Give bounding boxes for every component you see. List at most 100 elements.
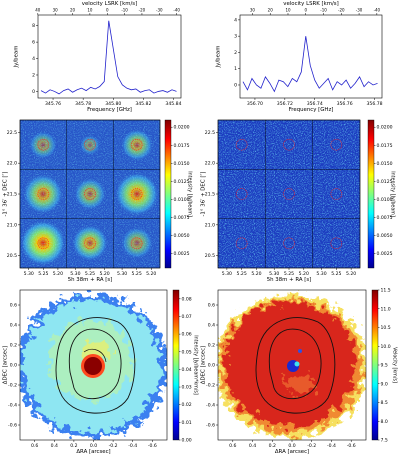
colorbar-tick-label: 0.0200 <box>377 125 393 131</box>
y-tick-label: 22.0 <box>205 161 215 167</box>
aperture <box>330 188 343 200</box>
x-axis-label: 5h 38m + RA [s] <box>68 277 113 283</box>
aperture <box>130 237 143 250</box>
contour <box>55 317 136 414</box>
x-tick-label: -0.4 <box>327 443 336 449</box>
colorbar-tick-label: 0.06 <box>182 332 192 338</box>
x-tick-label: 0.2 <box>269 443 276 449</box>
x-tick-label: 0.6 <box>31 443 38 449</box>
y-tick-label: 0.6 <box>208 303 215 309</box>
x-tick-label: 5.30 <box>70 271 80 277</box>
x-tick-label: 356.76 <box>337 101 353 107</box>
colorbar-tick-label: 0.00 <box>182 438 192 444</box>
x-tick-label: -0.2 <box>109 443 118 449</box>
y-tick-label: 0 <box>234 82 237 88</box>
y-axis-label: Jy/beam <box>216 46 222 69</box>
colorbar <box>367 119 375 269</box>
y-tick-label: 22.5 <box>7 130 17 136</box>
x2-tick-label: 30 <box>53 8 59 13</box>
axes-frame <box>239 14 383 99</box>
y-tick-label: 0.6 <box>10 303 17 309</box>
y-tick-label: 20.5 <box>7 253 17 259</box>
core-spot <box>294 361 300 367</box>
y-tick-label: 0.0 <box>10 363 17 369</box>
x-tick-label: 0.0 <box>288 443 295 449</box>
map-patch <box>284 374 316 394</box>
x2-tick-label: 20 <box>268 8 274 13</box>
colorbar <box>164 119 172 269</box>
aperture <box>130 188 143 200</box>
x-tick-label: 5.20 <box>346 271 356 277</box>
y-tick-label: 21.0 <box>205 222 215 228</box>
colorbar-tick-label: 0.0200 <box>174 125 190 131</box>
contour <box>255 317 336 414</box>
aperture <box>37 237 50 250</box>
y-axis-label: Jy/beam <box>14 46 20 69</box>
y-tick-label: 3 <box>234 34 237 40</box>
spectrum-line <box>242 36 378 93</box>
x-tick-label: 5.20 <box>99 271 109 277</box>
panel-frame <box>312 218 361 269</box>
x-tick-label: -0.6 <box>148 443 157 449</box>
noise <box>20 120 160 268</box>
y-axis-label: -1° 36′ + DEC [″] <box>201 171 207 216</box>
y-axis-label: ΔDEC [arcsec] <box>3 346 9 384</box>
colorbar <box>172 289 180 441</box>
colorbar-tick-label: 0.0075 <box>174 215 190 221</box>
x2-tick-label: -40 <box>173 8 180 13</box>
x2-tick-label: -20 <box>338 8 345 13</box>
colorbar-tick-label: 0.02 <box>182 402 192 408</box>
x-tick-label: -0.4 <box>128 443 137 449</box>
aperture <box>330 138 343 151</box>
colorbar-tick-label: 0.0175 <box>174 143 190 149</box>
x-tick-label: 5.30 <box>24 271 34 277</box>
x-tick-label: 5.20 <box>299 271 309 277</box>
aperture <box>37 188 50 200</box>
x2-tick-label: 10 <box>87 8 93 13</box>
velocity-map <box>218 294 366 438</box>
x-tick-label: 5.20 <box>251 271 261 277</box>
colorbar-label: Intensity [Jy/beam] <box>187 171 193 217</box>
x-tick-label: 5.25 <box>284 271 294 277</box>
colorbar-tick-label: 0.01 <box>182 420 192 426</box>
x-tick-label: 5.25 <box>331 271 341 277</box>
colorbar-tick-label: 11.5 <box>381 288 391 294</box>
y-tick-label: 0 <box>32 89 35 95</box>
colorbar-tick-label: 0.0100 <box>174 197 190 203</box>
x2-axis-label: velocity LSRK [km/s] <box>82 1 137 7</box>
y-tick-label: 4 <box>32 56 35 62</box>
x2-tick-label: -30 <box>156 8 163 13</box>
aperture <box>283 237 295 250</box>
aperture <box>283 188 295 200</box>
colorbar-tick-label: 0.0150 <box>377 161 393 167</box>
x-tick-label: 0.4 <box>249 443 256 449</box>
y-tick-label: 2 <box>234 50 237 56</box>
x-tick-label: 356.72 <box>277 101 293 107</box>
x-tick-label: 5.30 <box>117 271 127 277</box>
y-tick-label: 22.5 <box>205 130 215 136</box>
colorbar-tick-label: 0.0025 <box>174 251 190 257</box>
x-axis-label: Frequency [GHz] <box>87 107 132 113</box>
aperture <box>84 237 96 250</box>
x-tick-label: -0.6 <box>347 443 356 449</box>
aperture <box>235 188 248 200</box>
core <box>84 357 102 375</box>
x-tick-label: 356.74 <box>307 101 323 107</box>
x-tick-label: 345.84 <box>165 101 181 107</box>
y-axis-label: ΔDEC [arcsec] <box>201 346 207 384</box>
x-tick-label: 345.76 <box>45 101 61 107</box>
y-tick-label: 4 <box>234 17 237 23</box>
x2-tick-label: 0 <box>304 8 307 13</box>
x-tick-label: 345.78 <box>75 101 91 107</box>
colorbar-tick-label: 0.07 <box>182 314 192 320</box>
spot <box>298 349 302 353</box>
x-tick-label: 5.20 <box>53 271 63 277</box>
x-tick-label: 5.25 <box>132 271 142 277</box>
y-tick-label: 0.4 <box>208 323 215 329</box>
colorbar-tick-label: 9.5 <box>381 363 388 369</box>
colorbar-tick-label: 7.5 <box>381 438 388 444</box>
colorbar-label: Velocity [km/s] <box>392 347 398 383</box>
x-tick-label: 356.78 <box>366 101 382 107</box>
colorbar-tick-label: 0.03 <box>182 385 192 391</box>
